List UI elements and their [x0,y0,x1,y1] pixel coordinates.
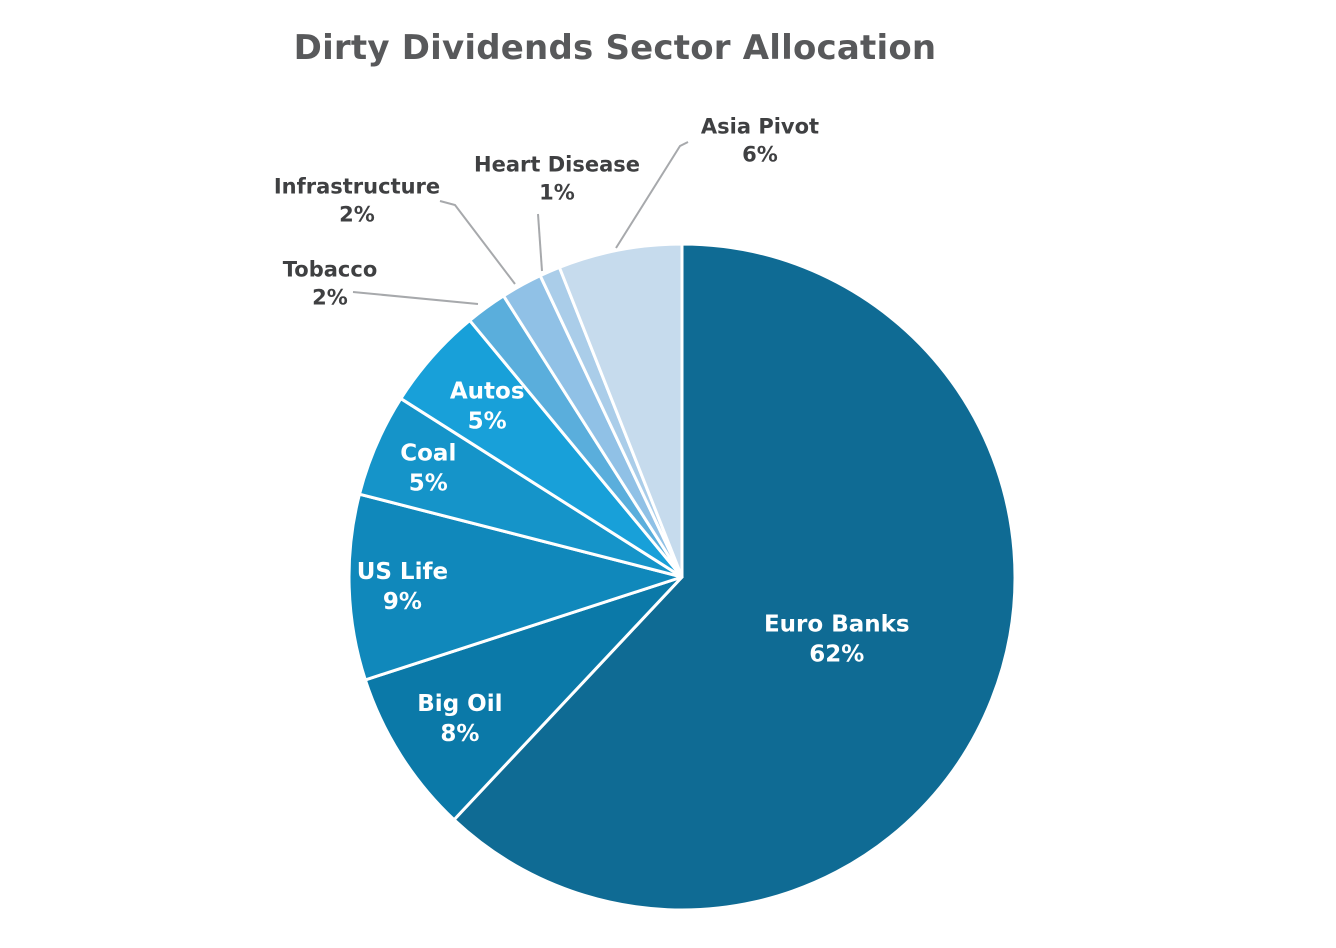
slice-value-big-oil: 8% [440,721,479,747]
pie-slice-us-life [347,492,684,682]
pie-slice-big-oil [363,575,684,822]
slice-value-autos: 5% [468,408,507,434]
slice-value-euro-banks: 62% [809,641,864,667]
slice-value-tobacco: 2% [312,285,348,309]
slice-name-coal: Coal [400,440,456,466]
slice-value-us-life: 9% [383,589,422,615]
leader-line-infrastructure [439,200,516,285]
leader-line-heart-disease [537,213,543,272]
slice-label-us-life: US Life 9% [357,559,448,615]
slice-label-euro-banks: Euro Banks 62% [764,611,910,667]
slice-value-asia-pivot: 6% [742,142,778,166]
slice-label-big-oil: Big Oil 8% [417,691,502,747]
slice-name-tobacco: Tobacco [283,257,378,281]
slice-name-us-life: US Life [357,559,448,585]
slice-name-asia-pivot: Asia Pivot [701,114,819,138]
slice-name-heart-disease: Heart Disease [474,152,640,176]
slice-label-heart-disease: Heart Disease 1% [474,152,640,204]
slice-label-autos: Autos 5% [450,378,525,434]
slice-name-infrastructure: Infrastructure [274,174,440,198]
slice-label-coal: Coal 5% [400,440,456,496]
slice-labels: Euro Banks 62%Big Oil 8%US Life 9%Coal 5%Aut… [274,114,910,747]
slice-value-coal: 5% [409,470,448,496]
slice-name-autos: Autos [450,378,525,404]
slice-label-tobacco: Tobacco 2% [283,257,378,309]
slice-value-infrastructure: 2% [339,202,375,226]
slice-value-heart-disease: 1% [539,180,575,204]
leader-line-tobacco [352,291,479,305]
leader-lines [352,141,689,305]
slice-label-infrastructure: Infrastructure 2% [274,174,440,226]
slice-label-asia-pivot: Asia Pivot 6% [701,114,819,166]
leader-line-asia-pivot [615,141,689,249]
pie-slice-euro-banks [452,242,1017,912]
slice-name-euro-banks: Euro Banks [764,611,910,637]
pie-slices [347,242,1017,912]
chart-title: Dirty Dividends Sector Allocation [293,28,937,68]
pie-slice-asia-pivot [557,242,684,579]
slice-name-big-oil: Big Oil [417,691,502,717]
